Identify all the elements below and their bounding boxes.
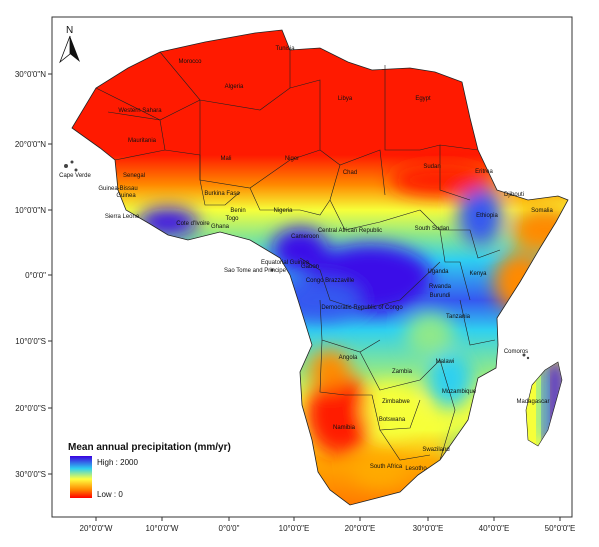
country-label-democratic-republic-of-congo: Democratic Republic of Congo bbox=[321, 305, 403, 311]
country-label-cote-d-ivoire: Cote d'Ivoire bbox=[176, 221, 210, 227]
legend-title: Mean annual precipitation (mm/yr) bbox=[68, 442, 231, 453]
lat-label: 10°0'0"N bbox=[15, 206, 46, 215]
country-label-uganda: Uganda bbox=[427, 269, 449, 275]
country-label-guinea-bissau: Guinea-Bissau bbox=[98, 186, 137, 192]
country-label-madagascar: Madagascar bbox=[516, 399, 549, 405]
country-label-chad: Chad bbox=[343, 170, 357, 176]
country-label-cameroon: Cameroon bbox=[291, 234, 319, 240]
lat-label: 30°0'0"S bbox=[15, 470, 46, 479]
country-label-lesotho: Lesotho bbox=[405, 466, 427, 472]
country-label-benin: Benin bbox=[230, 208, 245, 214]
country-label-egypt: Egypt bbox=[415, 96, 431, 102]
lat-label: 0°0'0" bbox=[25, 271, 46, 280]
country-label-mozambique: Mozambique bbox=[442, 389, 477, 395]
country-label-nigeria: Nigeria bbox=[273, 208, 293, 214]
country-label-angola: Angola bbox=[339, 355, 358, 361]
north-arrow: N bbox=[59, 25, 80, 64]
legend-low-label: Low : 0 bbox=[97, 490, 123, 499]
lat-label: 30°0'0"N bbox=[15, 70, 46, 79]
country-label-south-africa: South Africa bbox=[370, 464, 403, 470]
country-label-namibia: Namibia bbox=[333, 425, 356, 431]
legend-color-ramp bbox=[70, 456, 92, 498]
country-label-cape-verde: Cape Verde bbox=[59, 173, 91, 179]
country-label-western-sahara: Western Sahara bbox=[118, 108, 162, 114]
country-label-comoros: Comoros bbox=[504, 349, 528, 355]
country-label-burundi: Burundi bbox=[430, 293, 451, 299]
country-label-somalia: Somalia bbox=[531, 208, 553, 214]
country-label-togo: Togo bbox=[225, 216, 239, 222]
legend-high-label: High : 2000 bbox=[97, 458, 138, 467]
country-label-sao-tome-and-principe: Sao Tome and Principe bbox=[224, 268, 287, 274]
country-label-senegal: Senegal bbox=[123, 173, 145, 179]
country-label-djibouti: Djibouti bbox=[504, 192, 524, 198]
country-label-mauritania: Mauritania bbox=[128, 138, 157, 144]
country-label-tunisia: Tunisia bbox=[275, 46, 295, 52]
north-arrow-letter: N bbox=[66, 25, 73, 36]
legend: Mean annual precipitation (mm/yr) High :… bbox=[68, 442, 231, 499]
lon-label: 50°0'0"E bbox=[545, 524, 576, 533]
lon-label: 20°0'0"W bbox=[80, 524, 113, 533]
country-label-burkina-faso: Burkina Faso bbox=[204, 191, 240, 197]
latitude-axis: 30°0'0"N 20°0'0"N 10°0'0"N 0°0'0" 10°0'0"S 20… bbox=[15, 70, 52, 479]
country-label-botswana: Botswana bbox=[379, 417, 406, 423]
lat-label: 20°0'0"N bbox=[15, 140, 46, 149]
longitude-axis: 20°0'0"W 10°0'0"W 0°0'0" 10°0'0"E 20°0'0"E 30… bbox=[80, 517, 576, 533]
country-borders bbox=[95, 50, 501, 461]
country-label-rwanda: Rwanda bbox=[429, 284, 452, 290]
country-label-tanzania: Tanzania bbox=[446, 314, 471, 320]
country-label-morocco: Morocco bbox=[178, 59, 202, 65]
country-label-central-african-republic: Central African Republic bbox=[318, 228, 382, 234]
map-frame bbox=[51, 16, 573, 518]
lon-label: 0°0'0" bbox=[219, 524, 240, 533]
country-label-guinea: Guinea bbox=[116, 193, 136, 199]
lon-label: 20°0'0"E bbox=[345, 524, 376, 533]
country-label-ethiopia: Ethiopia bbox=[476, 213, 498, 219]
country-label-libya: Libya bbox=[338, 96, 353, 102]
country-label-congo-brazzaville: Congo Brazzaville bbox=[306, 278, 355, 284]
lat-label: 20°0'0"S bbox=[15, 404, 46, 413]
lat-label: 10°0'0"S bbox=[15, 337, 46, 346]
country-labels: Tunisia Morocco Algeria Libya Egypt Western S… bbox=[59, 46, 553, 472]
country-label-malawi: Malawi bbox=[436, 359, 455, 365]
country-label-zimbabwe: Zimbabwe bbox=[382, 399, 410, 405]
lon-label: 10°0'0"E bbox=[279, 524, 310, 533]
country-label-zambia: Zambia bbox=[392, 369, 413, 375]
country-label-algeria: Algeria bbox=[225, 84, 244, 90]
country-label-ghana: Ghana bbox=[211, 224, 230, 230]
country-label-swaziland: Swaziland bbox=[422, 447, 449, 453]
lon-label: 10°0'0"W bbox=[146, 524, 179, 533]
islands bbox=[64, 160, 530, 360]
country-label-mali: Mali bbox=[220, 156, 231, 162]
lon-label: 40°0'0"E bbox=[479, 524, 510, 533]
lon-label: 30°0'0"E bbox=[413, 524, 444, 533]
country-label-eritrea: Eritrea bbox=[475, 169, 493, 175]
country-label-sierra-leone: Sierra Leone bbox=[105, 214, 140, 220]
country-label-kenya: Kenya bbox=[469, 271, 487, 277]
country-label-niger: Niger bbox=[285, 156, 299, 162]
country-label-sudan: Sudan bbox=[423, 164, 440, 170]
country-label-equatorial-guinea: Equatorial Guinea bbox=[261, 260, 310, 266]
country-label-south-sudan: South Sudan bbox=[415, 226, 450, 232]
country-label-gabon: Gabon bbox=[301, 264, 319, 270]
